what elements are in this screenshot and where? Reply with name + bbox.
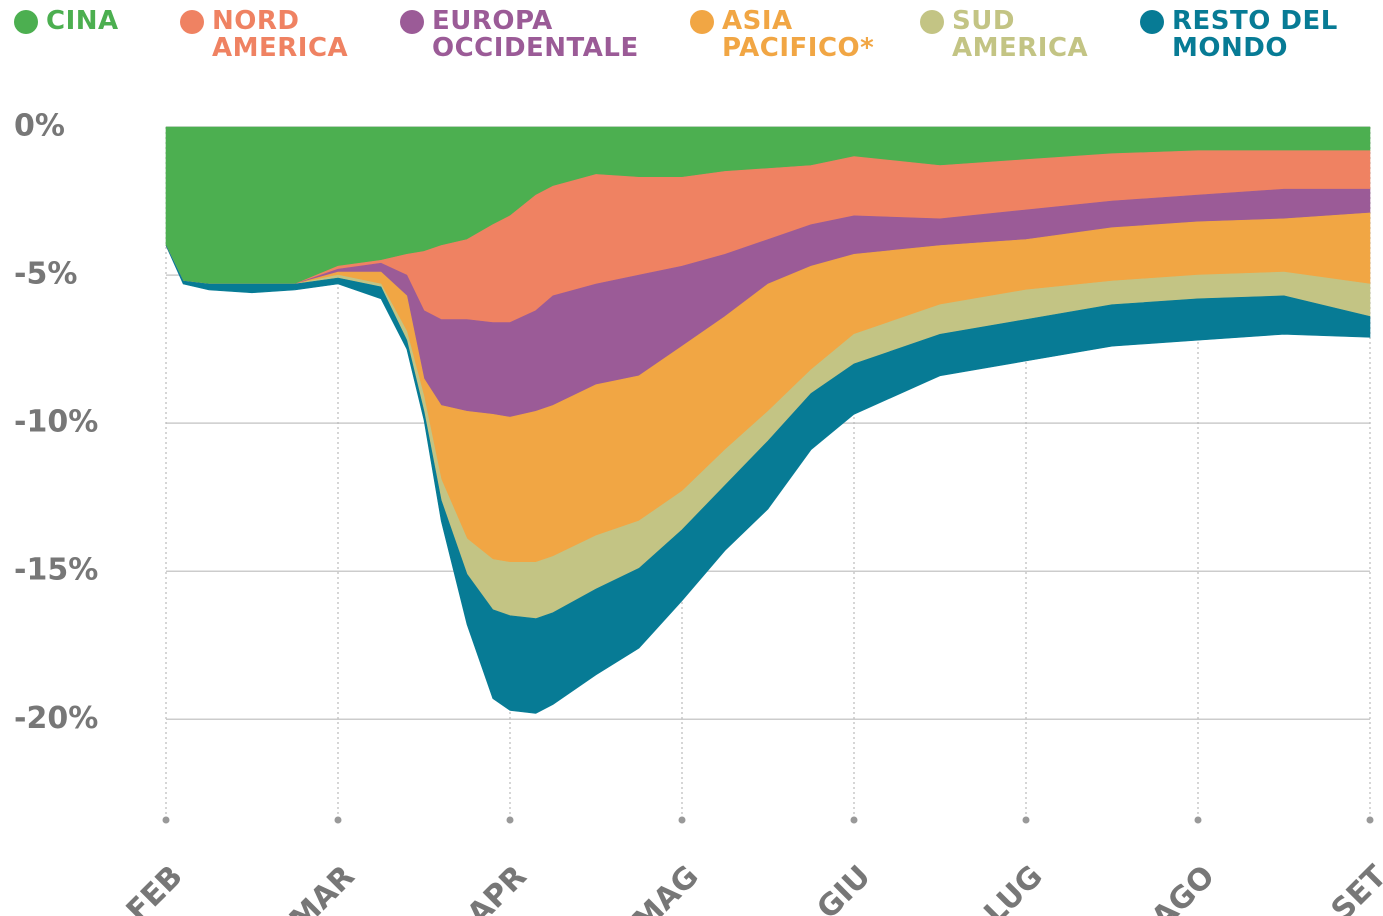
legend-swatch xyxy=(920,10,944,34)
x-tick-mark xyxy=(162,816,170,824)
x-tick-label: APR xyxy=(461,859,534,916)
legend: CINA NORD AMERICA EUROPA OCCIDENTALE ASIA P… xyxy=(0,8,1383,78)
legend-label: ASIA PACIFICO* xyxy=(722,6,875,63)
legend-label: RESTO DEL MONDO xyxy=(1172,6,1338,63)
legend-swatch xyxy=(14,10,38,34)
legend-item: NORD AMERICA xyxy=(180,8,362,62)
legend-swatch xyxy=(400,10,424,34)
x-tick-label: GIU xyxy=(810,859,877,916)
x-tick-group: MAG xyxy=(626,859,706,916)
legend-swatch xyxy=(690,10,714,34)
x-tick-mark xyxy=(678,816,686,824)
x-tick-label: AGO xyxy=(1145,859,1222,916)
x-tick-mark xyxy=(1194,816,1202,824)
x-tick-group: MAR xyxy=(283,859,362,916)
legend-item: ASIA PACIFICO* xyxy=(690,8,882,62)
x-tick-mark xyxy=(850,816,858,824)
x-tick-group: LUG xyxy=(978,859,1050,916)
legend-swatch xyxy=(1140,10,1164,34)
x-tick-mark xyxy=(1366,816,1374,824)
legend-item: CINA xyxy=(14,8,166,35)
legend-label: EUROPA OCCIDENTALE xyxy=(432,6,639,63)
x-tick-group: GIU xyxy=(810,859,877,916)
x-tick-group: SET xyxy=(1325,859,1383,916)
x-tick-label: MAG xyxy=(626,859,706,916)
y-tick-label: -10% xyxy=(14,405,98,440)
legend-label: SUD AMERICA xyxy=(952,6,1089,63)
x-tick-label: FEB xyxy=(120,859,190,916)
y-tick-label: -20% xyxy=(14,701,98,736)
x-tick-label: SET xyxy=(1325,859,1383,916)
x-tick-mark xyxy=(506,816,514,824)
legend-label: NORD AMERICA xyxy=(212,6,349,63)
x-tick-group: AGO xyxy=(1145,859,1222,916)
x-tick-group: FEB xyxy=(120,859,190,916)
legend-label: CINA xyxy=(46,6,119,36)
legend-item: RESTO DEL MONDO xyxy=(1140,8,1372,62)
legend-swatch xyxy=(180,10,204,34)
y-tick-label: -15% xyxy=(14,553,98,588)
x-tick-mark xyxy=(1022,816,1030,824)
legend-item: SUD AMERICA xyxy=(920,8,1122,62)
y-tick-label: 0% xyxy=(14,109,65,144)
y-tick-label: -5% xyxy=(14,257,77,292)
x-tick-group: APR xyxy=(461,859,534,916)
x-tick-mark xyxy=(334,816,342,824)
x-tick-label: LUG xyxy=(978,859,1050,916)
x-tick-label: MAR xyxy=(283,859,362,916)
legend-item: EUROPA OCCIDENTALE xyxy=(400,8,672,62)
area xyxy=(165,245,1371,714)
